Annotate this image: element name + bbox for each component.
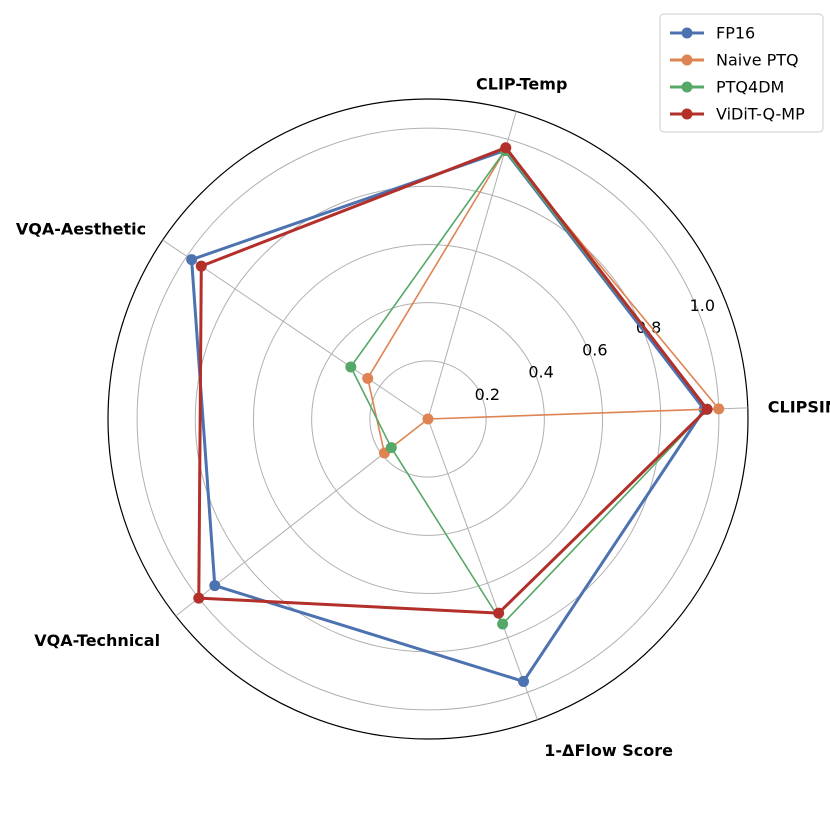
axis-spoke-2 (427, 111, 517, 420)
legend-swatch-marker-3 (681, 81, 693, 93)
series-layer (186, 142, 725, 687)
series-1-point-5 (518, 675, 530, 687)
series-3-point-4 (385, 442, 397, 454)
grid-circle-2 (311, 302, 545, 536)
series-2-point-1 (713, 403, 725, 415)
series-2-point-5 (422, 413, 434, 425)
series-4-point-1 (701, 403, 713, 415)
grid-circle-3 (252, 243, 604, 595)
axis-spokes (162, 111, 748, 720)
axis-label-2: CLIP-Temp (476, 75, 567, 94)
tick-label-5: 1.0 (690, 296, 715, 315)
grid-circle-1 (369, 360, 487, 478)
series-line-3 (349, 149, 708, 625)
axis-label-4: VQA-Technical (34, 631, 160, 650)
legend-swatch-marker-1 (681, 27, 693, 39)
axis-label-5: 1-ΔFlow Score (544, 741, 673, 760)
series-1-point-3 (186, 254, 198, 266)
legend-label-3: PTQ4DM (716, 78, 784, 97)
legend-swatch-marker-2 (681, 54, 693, 66)
axis-label-1: CLIPSIM (768, 398, 830, 417)
outer-frame (107, 98, 749, 740)
series-3-point-5 (497, 618, 509, 630)
series-4-point-5 (493, 607, 505, 619)
series-4-point-4 (193, 592, 205, 604)
legend-label-2: Naive PTQ (716, 51, 799, 70)
axis-label-3: VQA-Aesthetic (16, 219, 146, 238)
series-1-point-4 (209, 580, 221, 592)
tick-label-3: 0.6 (582, 340, 607, 359)
series-line-4 (197, 146, 709, 615)
radial-tick-labels: 0.20.40.60.81.0 (475, 296, 715, 404)
axis-spoke-5 (427, 418, 538, 720)
series-4-point-3 (195, 260, 207, 272)
series-4-point-2 (500, 142, 512, 154)
series-2-point-3 (362, 372, 374, 384)
legend-label-4: ViDiT-Q-MP (716, 105, 805, 124)
series-3-point-3 (345, 361, 357, 373)
axis-labels: CLIPSIM CLIP-Temp VQA-Aesthetic VQA-Technic… (16, 75, 830, 760)
legend: FP16 Naive PTQ PTQ4DM ViDiT-Q-MP (659, 13, 824, 133)
tick-label-2: 0.4 (528, 363, 553, 382)
legend-swatch-marker-4 (681, 108, 693, 120)
legend-label-1: FP16 (716, 24, 755, 43)
legend-box (659, 13, 824, 133)
grid-circle-5 (136, 127, 720, 711)
axis-spoke-3 (162, 239, 429, 420)
tick-label-1: 0.2 (475, 385, 500, 404)
